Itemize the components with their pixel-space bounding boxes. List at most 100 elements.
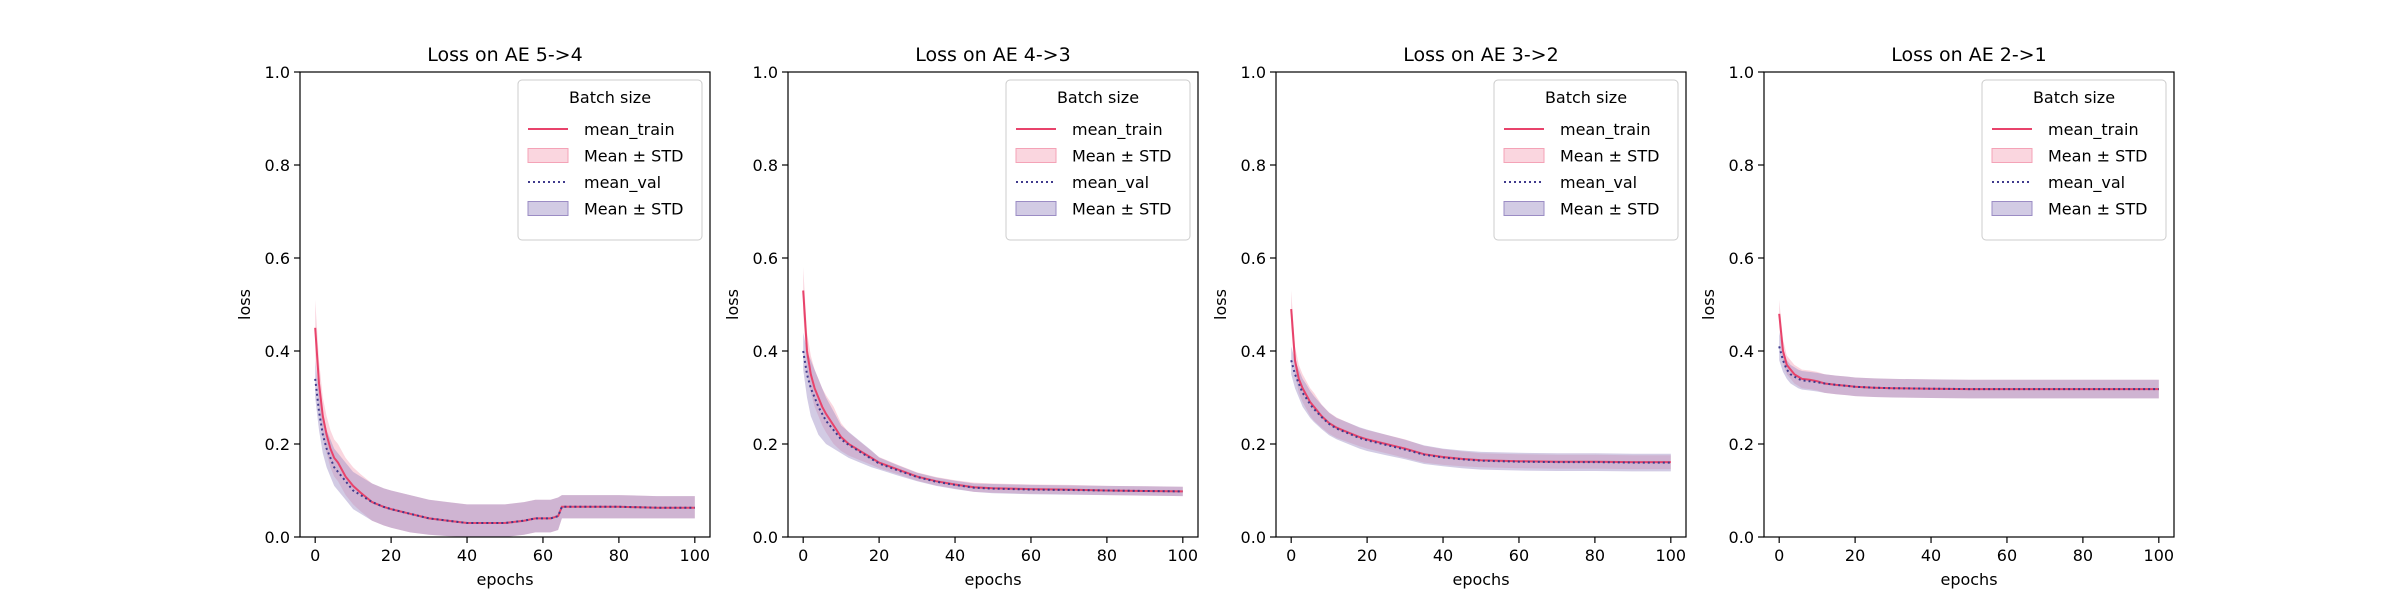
- x-axis-label: epochs: [476, 570, 533, 589]
- std-band-mean_val: [315, 360, 695, 537]
- y-axis-label: loss: [235, 289, 254, 320]
- x-tick-label: 20: [869, 546, 889, 565]
- y-tick-label: 1.0: [753, 63, 778, 82]
- legend-entry-label: mean_train: [1072, 120, 1163, 140]
- legend-band-swatch: [527, 201, 569, 216]
- legend-box: [1981, 79, 2167, 241]
- x-tick-label: 40: [945, 546, 965, 565]
- x-tick-label: 80: [1097, 546, 1117, 565]
- y-tick-label: 1.0: [1241, 63, 1266, 82]
- legend-band-swatch: [1503, 148, 1545, 163]
- series-line-mean_train: [802, 290, 1183, 493]
- chart-title: Loss on AE 5->4: [427, 44, 582, 66]
- legend-band-swatch: [1015, 201, 1057, 216]
- y-tick-label: 0.4: [1241, 342, 1266, 361]
- legend-entry-label: Mean ± STD: [584, 147, 683, 166]
- legend-box: [1493, 79, 1679, 241]
- legend: Batch size mean_train Mean ± STD mean_val Me…: [517, 79, 703, 241]
- y-tick-label: 0.8: [265, 156, 290, 175]
- legend-band-swatch: [1991, 201, 2033, 216]
- chart-title: Loss on AE 4->3: [915, 44, 1070, 66]
- x-axis-label: epochs: [964, 570, 1021, 589]
- x-axis-label: epochs: [1940, 570, 1997, 589]
- legend-band-swatch: [1503, 201, 1545, 216]
- std-band-mean_val: [1291, 346, 1671, 472]
- legend-title: Batch size: [569, 88, 651, 107]
- y-tick-label: 0.2: [1729, 435, 1754, 454]
- x-tick-label: 0: [310, 546, 320, 565]
- y-axis-label: loss: [1211, 289, 1230, 320]
- legend-entry-label: Mean ± STD: [1560, 147, 1659, 166]
- legend-band-swatch: [527, 148, 569, 163]
- std-band-mean_val: [803, 332, 1183, 497]
- y-axis-label: loss: [723, 289, 742, 320]
- series-line-mean_val: [1290, 360, 1671, 464]
- y-tick-label: 0.2: [265, 435, 290, 454]
- chart-panel-3: 0 20 40 60 80 100 0.0 0.2 0.4 0.6 0.8 1.0 Loss on AE…: [1211, 44, 1687, 589]
- x-tick-label: 60: [533, 546, 553, 565]
- y-tick-label: 0.8: [753, 156, 778, 175]
- legend-title: Batch size: [1545, 88, 1627, 107]
- x-axis-label: epochs: [1452, 570, 1509, 589]
- x-tick-label: 40: [1921, 546, 1941, 565]
- x-tick-label: 40: [457, 546, 477, 565]
- x-tick-label: 20: [1357, 546, 1377, 565]
- legend-band-swatch: [1015, 148, 1057, 163]
- chart-title: Loss on AE 3->2: [1403, 44, 1558, 66]
- series-line-mean_val: [802, 350, 1183, 493]
- legend-band-swatch: [1991, 148, 2033, 163]
- x-tick-label: 100: [2144, 546, 2175, 565]
- legend-entry-label: mean_val: [1072, 173, 1149, 193]
- y-tick-label: 0.6: [753, 249, 778, 268]
- legend-title: Batch size: [2033, 88, 2115, 107]
- y-tick-label: 0.8: [1241, 156, 1266, 175]
- series-line-mean_train: [1778, 313, 2159, 391]
- legend: Batch size mean_train Mean ± STD mean_val Me…: [1005, 79, 1191, 241]
- series-line-mean_val: [314, 378, 695, 524]
- legend: Batch size mean_train Mean ± STD mean_val Me…: [1493, 79, 1679, 241]
- x-tick-label: 60: [1021, 546, 1041, 565]
- legend-entry-label: Mean ± STD: [2048, 147, 2147, 166]
- legend-entry-label: mean_train: [1560, 120, 1651, 140]
- y-tick-label: 0.4: [265, 342, 290, 361]
- plot-frame: [299, 71, 711, 538]
- y-tick-label: 0.6: [265, 249, 290, 268]
- plot-frame: [787, 71, 1199, 538]
- x-tick-label: 40: [1433, 546, 1453, 565]
- legend-entry-label: mean_train: [2048, 120, 2139, 140]
- x-tick-label: 0: [1774, 546, 1784, 565]
- legend-entry-label: Mean ± STD: [1072, 147, 1171, 166]
- chart-panel-2: 0 20 40 60 80 100 0.0 0.2 0.4 0.6 0.8 1.0 Loss on AE…: [723, 44, 1199, 589]
- legend-entry-label: Mean ± STD: [2048, 200, 2147, 219]
- legend-box: [1005, 79, 1191, 241]
- legend-box: [517, 79, 703, 241]
- x-tick-label: 80: [1585, 546, 1605, 565]
- x-tick-label: 60: [1997, 546, 2017, 565]
- chart-title: Loss on AE 2->1: [1891, 44, 2046, 66]
- legend-entry-label: mean_val: [1560, 173, 1637, 193]
- legend-entry-label: mean_train: [584, 120, 675, 140]
- x-tick-label: 0: [1286, 546, 1296, 565]
- legend: Batch size mean_train Mean ± STD mean_val Me…: [1981, 79, 2167, 241]
- std-band-mean_train: [315, 299, 695, 537]
- x-tick-label: 80: [609, 546, 629, 565]
- x-tick-label: 100: [1656, 546, 1687, 565]
- chart-panel-4: 0 20 40 60 80 100 0.0 0.2 0.4 0.6 0.8 1.0 Loss on AE…: [1699, 44, 2175, 589]
- y-tick-label: 0.4: [753, 342, 778, 361]
- y-tick-label: 0.0: [1241, 528, 1266, 547]
- legend-entry-label: mean_val: [2048, 173, 2125, 193]
- y-tick-label: 0.6: [1241, 249, 1266, 268]
- y-axis-label: loss: [1699, 289, 1718, 320]
- y-tick-label: 0.2: [753, 435, 778, 454]
- legend-entry-label: Mean ± STD: [584, 200, 683, 219]
- x-tick-label: 20: [1845, 546, 1865, 565]
- legend-entry-label: mean_val: [584, 173, 661, 193]
- y-tick-label: 0.0: [1729, 528, 1754, 547]
- legend-title: Batch size: [1057, 88, 1139, 107]
- legend-entry-label: Mean ± STD: [1560, 200, 1659, 219]
- chart-panel-1: 0 20 40 60 80 100 0.0 0.2 0.4 0.6 0.8 1.0 Loss on AE…: [235, 44, 711, 589]
- x-tick-label: 20: [381, 546, 401, 565]
- y-tick-label: 0.0: [753, 528, 778, 547]
- y-tick-label: 0.6: [1729, 249, 1754, 268]
